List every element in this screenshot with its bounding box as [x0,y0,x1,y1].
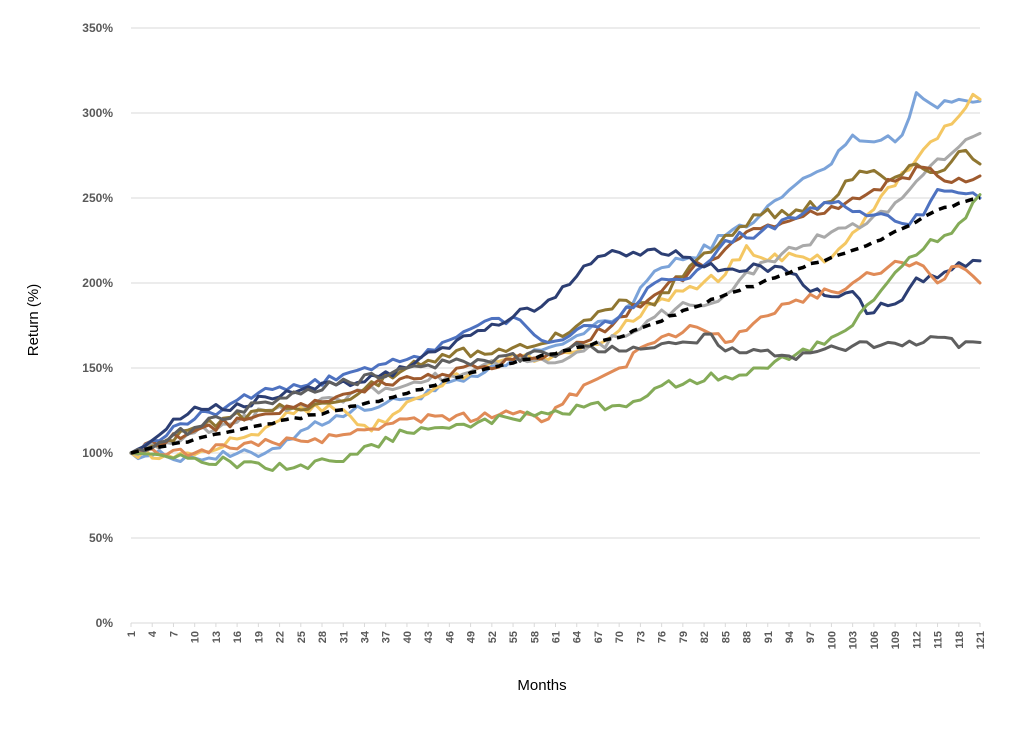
x-tick-118: 118 [954,631,966,649]
x-tick-22: 22 [275,631,287,643]
x-tick-43: 43 [423,631,435,643]
x-tick-73: 73 [635,631,647,643]
x-tick-1: 1 [126,631,138,637]
y-tick-200: 200% [82,276,113,290]
x-tick-37: 37 [381,631,393,643]
series-line-8 [129,259,982,458]
x-tick-10: 10 [190,631,202,643]
x-tick-121: 121 [975,631,987,649]
x-tick-58: 58 [529,631,541,643]
x-tick-82: 82 [699,631,711,643]
x-tick-79: 79 [678,631,690,643]
x-tick-85: 85 [720,631,732,643]
x-tick-labels: 1 4 7 10 13 16 19 22 25 28 31 34 37 40 43 46 49 52 55 58 61 6… [126,623,987,649]
series-line-average [130,196,981,455]
x-tick-100: 100 [826,631,838,649]
x-tick-7: 7 [168,631,180,637]
x-tick-25: 25 [296,631,308,643]
y-tick-100: 100% [82,446,113,460]
x-tick-13: 13 [211,631,223,643]
x-axis-title: Months [517,677,566,694]
x-tick-97: 97 [805,631,817,643]
y-tick-300: 300% [82,106,113,120]
x-tick-49: 49 [466,631,478,643]
series-line-7 [129,247,982,455]
x-tick-40: 40 [402,631,414,643]
series-line-6 [129,188,982,455]
x-tick-31: 31 [338,631,350,643]
series-line-10 [129,332,982,455]
x-tick-76: 76 [657,631,669,643]
x-tick-88: 88 [742,631,754,643]
x-tick-46: 46 [444,631,456,643]
y-tick-0: 0% [96,616,114,630]
x-tick-28: 28 [317,631,329,643]
series-lines [129,91,982,472]
x-tick-115: 115 [933,631,945,649]
x-tick-103: 103 [848,631,860,649]
x-tick-112: 112 [911,631,923,649]
x-tick-70: 70 [614,631,626,643]
y-tick-150: 150% [82,361,113,375]
series-line-1 [129,91,982,463]
gridlines [131,27,980,624]
x-tick-55: 55 [508,631,520,643]
x-tick-19: 19 [253,631,265,643]
x-tick-94: 94 [784,630,796,643]
x-tick-61: 61 [551,631,563,643]
series-line-9 [129,193,982,472]
y-tick-labels: 0% 50% 100% 150% 200% 250% 300% 350% [82,21,113,630]
x-tick-91: 91 [763,631,775,643]
x-tick-67: 67 [593,631,605,643]
x-tick-64: 64 [572,630,584,643]
y-tick-250: 250% [82,191,113,205]
x-tick-52: 52 [487,631,499,643]
series-line-4 [129,148,982,455]
y-axis-title: Return (%) [25,284,42,357]
y-tick-350: 350% [82,21,113,35]
x-tick-106: 106 [869,631,881,649]
y-tick-50: 50% [89,531,113,545]
x-tick-109: 109 [890,631,902,649]
x-tick-16: 16 [232,631,244,643]
x-tick-4: 4 [147,630,159,637]
x-tick-34: 34 [359,630,371,643]
